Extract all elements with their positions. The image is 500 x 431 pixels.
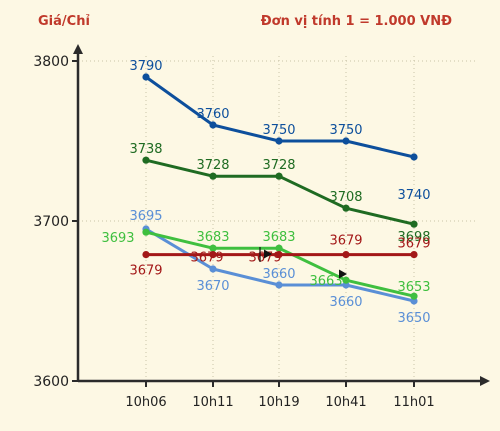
- y-axis-arrow: [73, 44, 83, 54]
- data-label-0-0: 3790: [129, 59, 162, 74]
- data-label-0-2: 3750: [262, 123, 295, 138]
- data-label-1-4: 3698: [397, 230, 430, 245]
- data-point-2-2: [275, 281, 283, 289]
- y-tick-label-2: 3800: [33, 54, 69, 70]
- data-point-3-1: [209, 244, 217, 252]
- data-label-3-2: 3683: [262, 230, 295, 245]
- data-label-2-3: 3660: [329, 295, 362, 310]
- data-point-3-3: [342, 276, 350, 284]
- data-point-0-2: [275, 137, 283, 145]
- data-label-3-3: 3663: [309, 274, 342, 289]
- y-axis-label: Giá/Chỉ: [38, 14, 90, 29]
- y-tick-label-1: 3700: [33, 214, 69, 230]
- data-point-4-4: [410, 251, 418, 259]
- data-point-3-2: [275, 244, 283, 252]
- data-label-4-4: 3679: [397, 237, 430, 252]
- data-point-4-2: [275, 251, 283, 259]
- x-tick-label-0: 10h06: [125, 395, 166, 410]
- x-tick-label-3: 10h41: [325, 395, 366, 410]
- data-label-1-0: 3738: [129, 142, 162, 157]
- data-point-0-0: [142, 73, 150, 81]
- data-label-4-2: 3679: [248, 251, 281, 266]
- data-label-1-2: 3728: [262, 158, 295, 173]
- series-line-0: [145, 75, 415, 159]
- data-point-4-1: [209, 251, 217, 259]
- data-point-1-3: [342, 204, 350, 212]
- data-label-3-1: 3683: [196, 230, 229, 245]
- unit-note: Đơn vị tính 1 = 1.000 VNĐ: [260, 14, 452, 29]
- data-label-4-0: 3679: [129, 264, 162, 279]
- data-label-4-3: 3679: [329, 234, 362, 249]
- data-label-2-1: 3670: [196, 279, 229, 294]
- y-tick-label-0: 3600: [33, 374, 69, 390]
- data-point-4-3: [342, 251, 350, 259]
- x-tick-label-4: 11h01: [393, 395, 434, 410]
- data-label-0-1: 3760: [196, 107, 229, 122]
- data-label-2-0: 3695: [129, 209, 162, 224]
- data-label-0-4: 3740: [397, 188, 430, 203]
- x-tick-label-1: 10h11: [192, 395, 233, 410]
- data-point-1-1: [209, 172, 217, 180]
- data-point-3-0: [142, 228, 150, 236]
- data-label-1-3: 3708: [329, 190, 362, 205]
- data-label-0-3: 3750: [329, 123, 362, 138]
- data-point-0-4: [410, 153, 418, 161]
- data-point-0-1: [209, 121, 217, 129]
- data-label-4-1: 3679: [190, 251, 223, 266]
- data-point-3-4: [410, 292, 418, 300]
- data-point-4-0: [142, 251, 150, 259]
- data-point-1-4: [410, 220, 418, 228]
- data-label-1-1: 3728: [196, 158, 229, 173]
- x-tick-label-2: 10h19: [258, 395, 299, 410]
- arrow-marker-icon-2: [339, 269, 347, 279]
- x-axis-arrow: [480, 376, 490, 386]
- data-label-3-0: 3693: [101, 231, 134, 246]
- data-label-2-4: 3650: [397, 311, 430, 326]
- data-point-0-3: [342, 137, 350, 145]
- data-point-1-0: [142, 156, 150, 164]
- arrow-marker-icon: [264, 249, 272, 259]
- data-label-2-2: 3660: [262, 267, 295, 282]
- data-label-3-4: 3653: [397, 280, 430, 295]
- data-point-2-1: [209, 265, 217, 273]
- data-point-1-2: [275, 172, 283, 180]
